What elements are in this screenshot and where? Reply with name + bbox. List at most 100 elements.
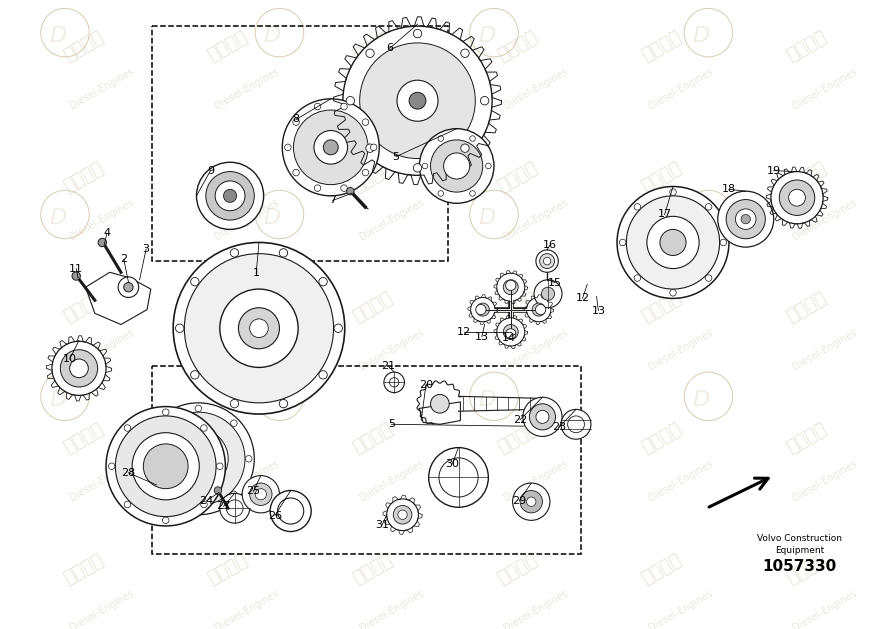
- Circle shape: [470, 136, 475, 142]
- Circle shape: [220, 289, 298, 367]
- Circle shape: [619, 239, 626, 246]
- Circle shape: [481, 96, 489, 105]
- Circle shape: [520, 491, 542, 513]
- Text: Diesel-Engines: Diesel-Engines: [358, 588, 425, 629]
- Text: 紧发动力: 紧发动力: [639, 28, 685, 65]
- Text: D: D: [478, 390, 495, 410]
- Circle shape: [346, 187, 354, 195]
- Circle shape: [220, 493, 249, 523]
- Circle shape: [271, 491, 312, 532]
- Circle shape: [397, 80, 438, 121]
- Circle shape: [279, 248, 287, 257]
- Text: Diesel-Engines: Diesel-Engines: [791, 197, 859, 242]
- Text: D: D: [263, 26, 280, 47]
- Text: Diesel-Engines: Diesel-Engines: [358, 458, 425, 503]
- Text: Diesel-Engines: Diesel-Engines: [791, 327, 859, 372]
- Text: 29: 29: [512, 496, 526, 506]
- Text: D: D: [692, 208, 709, 228]
- Text: 6: 6: [386, 43, 393, 53]
- Text: Diesel-Engines: Diesel-Engines: [69, 66, 136, 111]
- Circle shape: [249, 483, 272, 506]
- Circle shape: [387, 499, 418, 531]
- Text: 紧发动力: 紧发动力: [61, 420, 107, 457]
- Circle shape: [670, 289, 676, 296]
- Circle shape: [771, 172, 823, 224]
- Circle shape: [476, 304, 486, 314]
- Circle shape: [539, 253, 554, 269]
- Circle shape: [706, 204, 712, 210]
- Text: 5: 5: [388, 420, 395, 430]
- Text: 23: 23: [552, 422, 566, 432]
- Circle shape: [163, 517, 169, 523]
- Text: Diesel-Engines: Diesel-Engines: [502, 458, 570, 503]
- Text: 10: 10: [62, 354, 77, 364]
- Text: 26: 26: [268, 511, 282, 521]
- Text: Diesel-Engines: Diesel-Engines: [647, 197, 715, 242]
- Circle shape: [627, 196, 720, 289]
- Circle shape: [341, 185, 347, 191]
- Circle shape: [118, 277, 139, 298]
- Text: 14: 14: [502, 333, 516, 343]
- Circle shape: [536, 304, 546, 314]
- Polygon shape: [419, 402, 460, 425]
- Circle shape: [190, 370, 199, 379]
- Circle shape: [390, 377, 399, 387]
- Circle shape: [231, 420, 238, 426]
- Circle shape: [789, 189, 805, 206]
- Circle shape: [360, 43, 475, 159]
- Text: 紧发动力: 紧发动力: [61, 28, 107, 65]
- Circle shape: [278, 498, 303, 524]
- Text: 21: 21: [382, 362, 396, 372]
- Text: Diesel-Engines: Diesel-Engines: [213, 458, 280, 503]
- Text: D: D: [263, 208, 280, 228]
- Circle shape: [438, 136, 443, 142]
- Circle shape: [239, 308, 279, 348]
- Circle shape: [190, 277, 199, 286]
- Circle shape: [534, 280, 562, 308]
- Circle shape: [717, 191, 773, 247]
- Text: Diesel-Engines: Diesel-Engines: [647, 458, 715, 503]
- Text: 紧发动力: 紧发动力: [639, 550, 685, 587]
- Text: 7: 7: [329, 196, 336, 206]
- Circle shape: [293, 119, 299, 125]
- Text: D: D: [49, 208, 66, 228]
- Text: 9: 9: [206, 165, 214, 175]
- Text: Diesel-Engines: Diesel-Engines: [791, 588, 859, 629]
- Text: 1: 1: [253, 268, 260, 278]
- Text: D: D: [49, 26, 66, 47]
- Circle shape: [143, 444, 188, 489]
- Text: 紧发动力: 紧发动力: [205, 420, 251, 457]
- Circle shape: [503, 280, 518, 294]
- Circle shape: [334, 324, 343, 333]
- Circle shape: [215, 181, 245, 211]
- Text: 紧发动力: 紧发动力: [205, 159, 251, 196]
- Circle shape: [346, 96, 354, 105]
- Circle shape: [780, 180, 814, 215]
- Text: 紧发动力: 紧发动力: [639, 159, 685, 196]
- Circle shape: [159, 491, 166, 498]
- Circle shape: [200, 501, 207, 508]
- Circle shape: [231, 248, 239, 257]
- Circle shape: [343, 26, 492, 175]
- Text: Diesel-Engines: Diesel-Engines: [647, 588, 715, 629]
- Text: Diesel-Engines: Diesel-Engines: [213, 66, 280, 111]
- Text: Diesel-Engines: Diesel-Engines: [791, 66, 859, 111]
- Circle shape: [561, 409, 591, 439]
- Circle shape: [145, 455, 151, 462]
- Text: D: D: [478, 208, 495, 228]
- Circle shape: [527, 298, 551, 321]
- Circle shape: [530, 404, 555, 430]
- Circle shape: [124, 282, 134, 292]
- Circle shape: [285, 144, 291, 150]
- Circle shape: [231, 491, 238, 498]
- Text: 紧发动力: 紧发动力: [783, 550, 829, 587]
- Circle shape: [461, 49, 469, 57]
- Text: Diesel-Engines: Diesel-Engines: [502, 66, 570, 111]
- Text: 紧发动力: 紧发动力: [494, 550, 540, 587]
- Circle shape: [419, 129, 494, 203]
- Circle shape: [370, 144, 377, 150]
- Circle shape: [52, 342, 106, 396]
- Circle shape: [214, 487, 222, 494]
- Circle shape: [439, 458, 478, 497]
- Text: 紧发动力: 紧发动力: [350, 28, 396, 65]
